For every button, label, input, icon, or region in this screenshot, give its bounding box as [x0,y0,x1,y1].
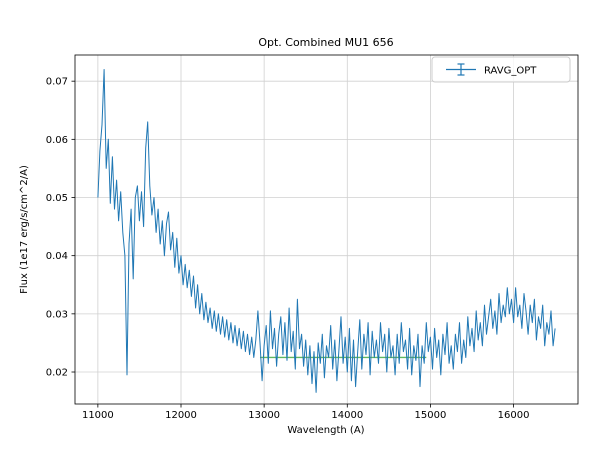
y-tick-label: 0.05 [46,193,68,204]
x-tick-label: 14000 [331,410,363,421]
legend-box [431,56,571,83]
y-tick-label: 0.04 [46,251,68,262]
y-tick-label: 0.02 [46,368,68,379]
y-tick-label: 0.03 [46,309,68,320]
axes-spines [74,54,579,405]
x-tick-label: 12000 [165,410,197,421]
legend-item-label: RAVG_OPT [484,66,537,77]
chart-title: Opt. Combined MU1 656 [258,36,393,49]
spectrum-line [97,69,556,393]
y-tick-label: 0.07 [46,77,68,88]
y-axis-label: Flux (1e17 erg/s/cm^2/A) [19,165,30,294]
x-tick-label: 15000 [415,410,447,421]
x-tick-label: 11000 [82,410,114,421]
x-axis-label: Wavelength (A) [287,425,364,436]
x-tick-label: 16000 [498,410,530,421]
x-tick-label: 13000 [248,410,280,421]
y-tick-label: 0.06 [46,135,68,146]
